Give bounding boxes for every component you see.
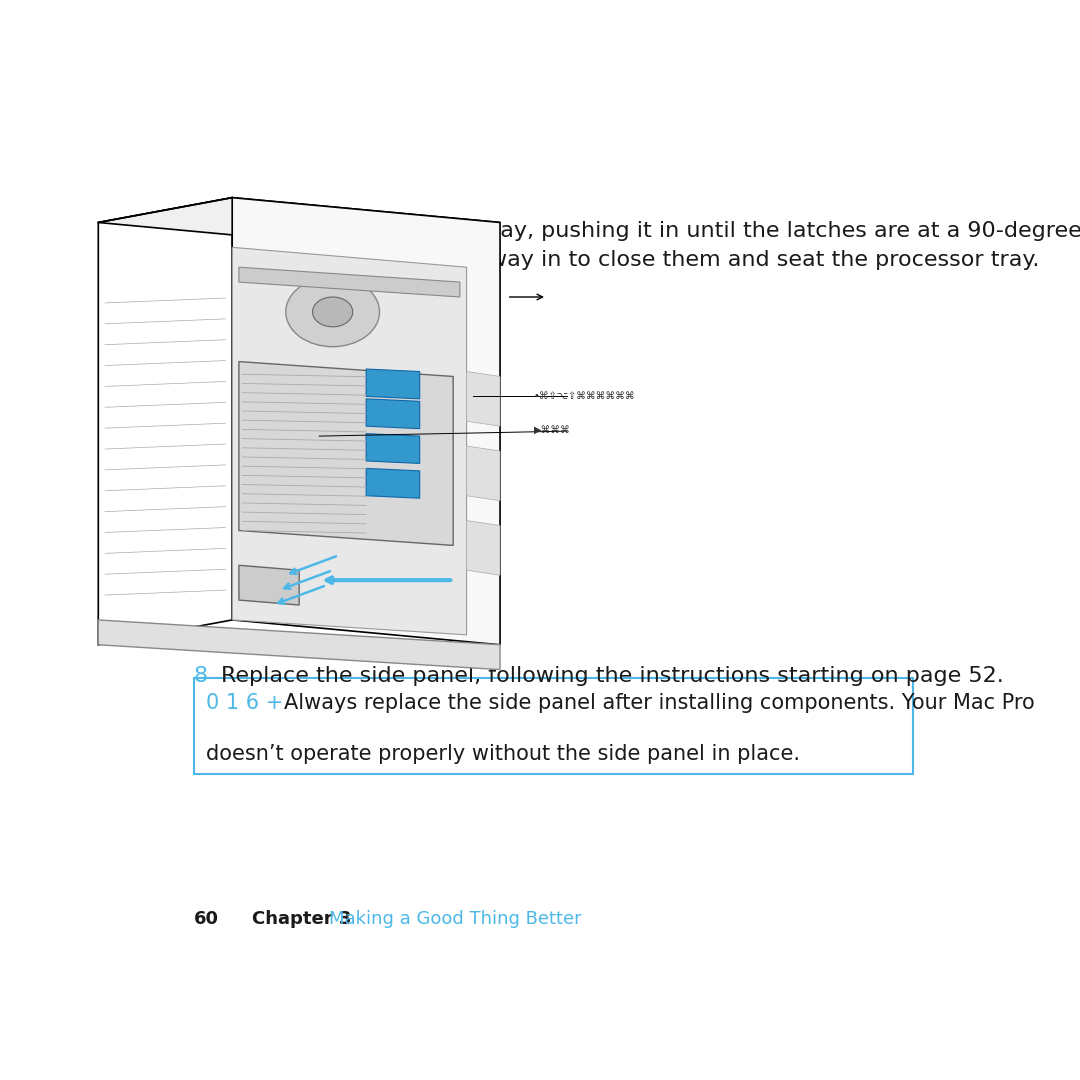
Text: Push the latches all the way in to close them and seat the processor tray.: Push the latches all the way in to close… [221,251,1040,270]
Text: 60: 60 [193,910,218,928]
Polygon shape [232,247,467,635]
Text: doesn’t operate properly without the side panel in place.: doesn’t operate properly without the sid… [206,744,800,765]
Text: 8: 8 [193,666,207,686]
Text: •⌘⇧⌥⇪⌘⌘⌘⌘⌘⌘: •⌘⇧⌥⇪⌘⌘⌘⌘⌘⌘ [534,391,635,402]
Polygon shape [98,198,500,247]
Polygon shape [98,198,232,645]
Polygon shape [467,446,500,501]
Text: 0 1 6 +: 0 1 6 + [206,693,291,714]
Text: 7: 7 [193,251,207,270]
Text: Making a Good Thing Better: Making a Good Thing Better [329,910,582,928]
Polygon shape [239,565,299,605]
Polygon shape [366,469,420,498]
Polygon shape [366,369,420,399]
Polygon shape [467,372,500,427]
Polygon shape [98,620,500,670]
Polygon shape [467,521,500,576]
Text: Chapter 3: Chapter 3 [253,910,352,928]
Polygon shape [366,399,420,429]
Text: Replace the side panel, following the instructions starting on page 52.: Replace the side panel, following the in… [221,666,1004,686]
Text: Reinstall the processor tray, pushing it in until the latches are at a 90-degree: Reinstall the processor tray, pushing it… [221,221,1080,241]
Polygon shape [366,433,420,463]
Polygon shape [232,198,500,645]
Text: ▶⌘⌘⌘: ▶⌘⌘⌘ [534,427,570,436]
Polygon shape [239,362,454,545]
Circle shape [312,297,353,327]
Text: Always replace the side panel after installing components. Your Mac Pro: Always replace the side panel after inst… [284,693,1035,714]
Polygon shape [239,267,460,297]
FancyBboxPatch shape [193,678,914,774]
Text: 6: 6 [193,221,207,241]
Circle shape [286,278,379,347]
